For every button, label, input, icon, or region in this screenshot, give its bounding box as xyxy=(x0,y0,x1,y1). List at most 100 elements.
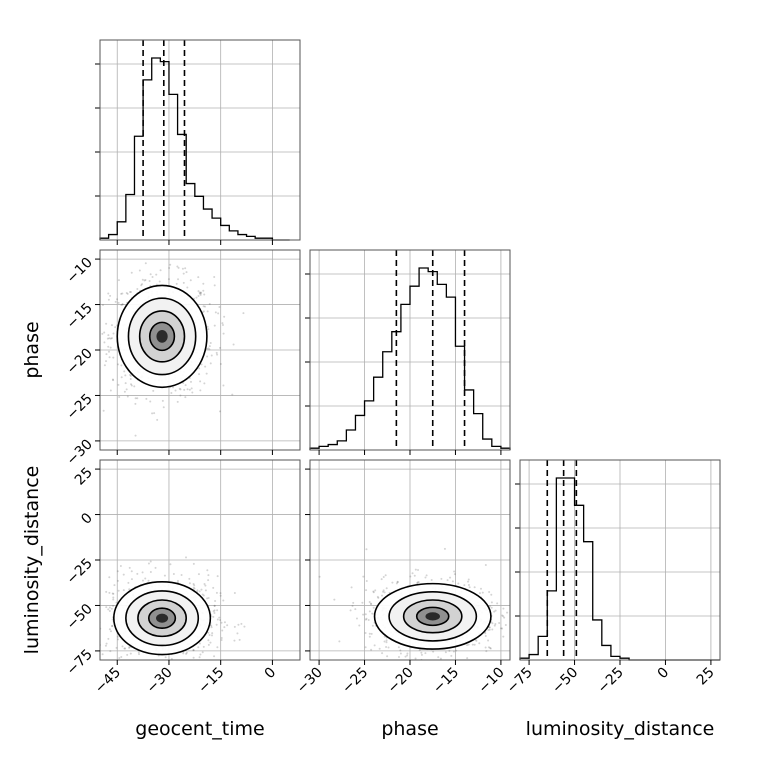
sample-point xyxy=(112,592,115,595)
sample-point xyxy=(502,615,505,618)
sample-point xyxy=(192,562,195,565)
sample-point xyxy=(512,614,514,616)
sample-point xyxy=(222,599,225,602)
sample-point xyxy=(114,326,117,329)
sample-point xyxy=(416,582,419,585)
sample-point xyxy=(210,634,213,637)
sample-point xyxy=(170,657,173,660)
sample-point xyxy=(113,584,116,587)
x-tick-label: −20 xyxy=(385,665,417,697)
sample-point xyxy=(126,395,129,398)
sample-point xyxy=(232,343,235,346)
sample-point xyxy=(134,397,137,400)
sample-point xyxy=(108,576,111,579)
sample-point xyxy=(188,577,191,580)
x-tick-label: −25 xyxy=(595,665,627,697)
sample-point xyxy=(338,640,341,643)
sample-point xyxy=(123,647,126,650)
sample-point xyxy=(212,615,215,618)
sample-point xyxy=(368,635,371,638)
sample-point xyxy=(155,273,158,276)
sample-point xyxy=(127,581,130,584)
sample-point xyxy=(128,290,131,293)
sample-point xyxy=(221,629,224,632)
sample-point xyxy=(114,663,116,665)
sample-point xyxy=(120,376,123,379)
sample-point xyxy=(176,265,179,268)
sample-point xyxy=(490,601,493,604)
sample-point xyxy=(146,672,148,674)
sample-point xyxy=(130,290,133,293)
sample-point xyxy=(377,596,380,599)
sample-point xyxy=(496,602,499,605)
sample-point xyxy=(169,563,172,566)
sample-point xyxy=(130,570,133,573)
sample-point xyxy=(430,579,433,582)
sample-point xyxy=(176,579,179,582)
sample-point xyxy=(116,363,119,366)
sample-point xyxy=(439,657,442,660)
sample-point xyxy=(211,632,214,635)
sample-point xyxy=(418,649,421,652)
sample-point xyxy=(95,623,97,625)
sample-point xyxy=(417,581,420,584)
sample-point xyxy=(364,613,367,616)
sample-point xyxy=(111,625,114,628)
sample-point xyxy=(192,648,195,651)
sample-point xyxy=(149,571,152,574)
sample-point xyxy=(243,625,246,628)
sample-point xyxy=(199,380,202,383)
sample-point xyxy=(490,593,493,596)
sample-point xyxy=(463,584,466,587)
sample-point xyxy=(190,387,193,390)
sample-point xyxy=(153,412,156,415)
sample-point xyxy=(365,589,368,592)
sample-point xyxy=(202,289,205,292)
sample-point xyxy=(202,282,205,285)
sample-point xyxy=(118,395,121,398)
sample-point xyxy=(368,632,371,635)
sample-point xyxy=(371,612,374,615)
sample-point xyxy=(203,382,206,385)
sample-point xyxy=(116,570,119,573)
sample-point xyxy=(213,275,216,278)
sample-point xyxy=(193,584,196,587)
sample-point xyxy=(123,370,126,373)
sample-point xyxy=(478,642,481,645)
sample-point xyxy=(197,646,200,649)
sample-point xyxy=(198,656,201,659)
sample-point xyxy=(213,284,216,287)
sample-point xyxy=(370,603,373,606)
sample-point xyxy=(152,389,155,392)
sample-point xyxy=(488,628,491,631)
sample-point xyxy=(207,643,210,646)
sample-point xyxy=(202,305,205,308)
sample-point xyxy=(124,382,127,385)
sample-point xyxy=(413,574,416,577)
sample-point xyxy=(210,624,213,627)
sample-point xyxy=(508,663,510,665)
sample-point xyxy=(114,300,117,303)
sample-point xyxy=(202,645,205,648)
sample-point xyxy=(164,656,167,659)
sample-point xyxy=(105,642,108,645)
sample-point xyxy=(213,604,216,607)
sample-point xyxy=(108,591,111,594)
sample-point xyxy=(213,609,216,612)
sample-point xyxy=(124,374,127,377)
sample-point xyxy=(467,583,470,586)
sample-point xyxy=(213,604,216,607)
sample-point xyxy=(500,627,503,630)
sample-point xyxy=(186,388,189,391)
sample-point xyxy=(206,355,209,358)
sample-point xyxy=(120,292,123,295)
sample-point xyxy=(385,639,388,642)
sample-point xyxy=(120,655,123,658)
sample-point xyxy=(107,608,110,611)
sample-point xyxy=(204,365,207,368)
sample-point xyxy=(122,573,125,576)
y-tick-label: −75 xyxy=(64,646,96,678)
panel-hist-phase xyxy=(305,249,511,455)
sample-point xyxy=(78,591,80,593)
sample-point xyxy=(455,649,458,652)
